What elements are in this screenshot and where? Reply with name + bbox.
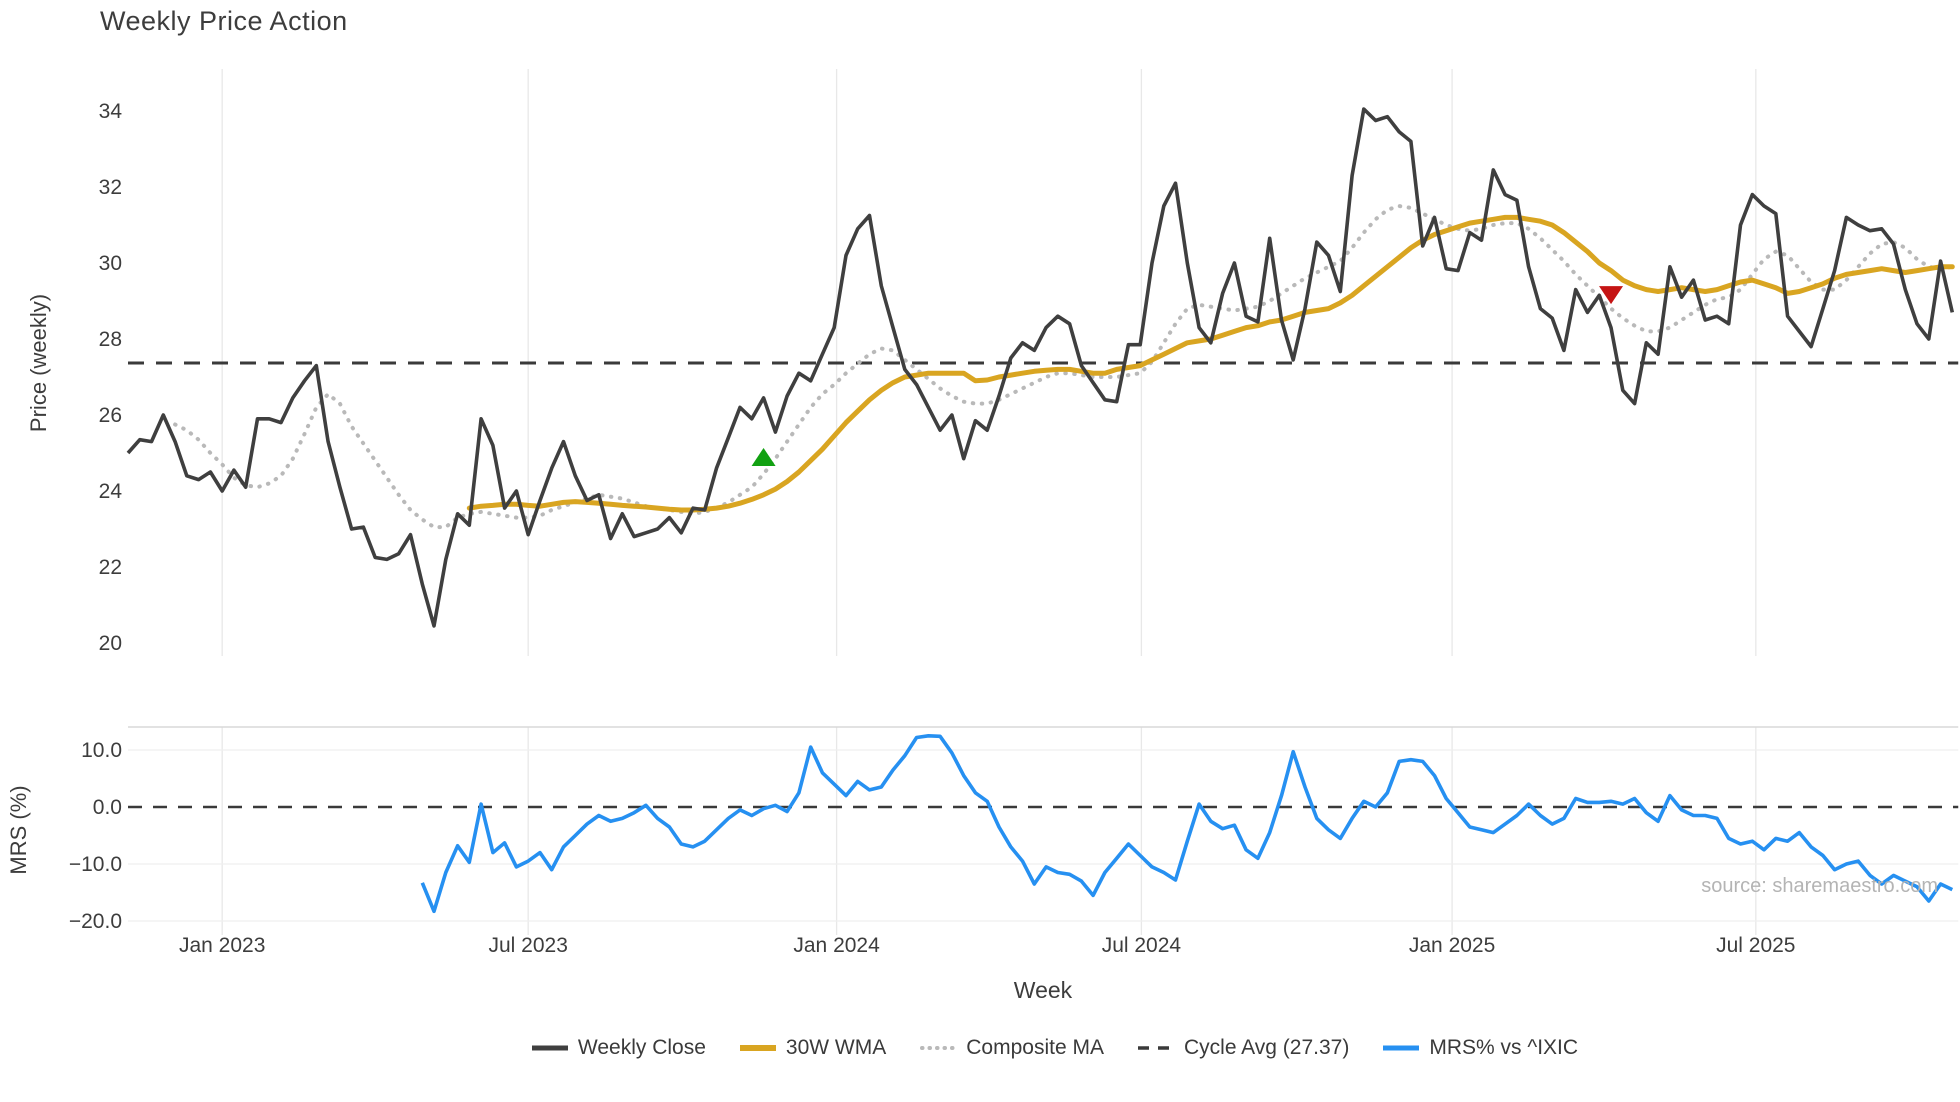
price-tick-label: 30 — [99, 252, 122, 275]
x-tick-label: Jan 2024 — [793, 934, 880, 957]
weekly-close-line-icon — [531, 1044, 568, 1052]
composite-ma-line — [173, 203, 1955, 530]
legend: Weekly Close 30W WMA Composite MA Cycle … — [0, 1036, 1960, 1060]
mrs-tick-label: −10.0 — [69, 853, 122, 876]
mrs-tick-label: −20.0 — [69, 910, 122, 933]
legend-item-composite-ma[interactable]: Composite MA — [920, 1036, 1104, 1060]
legend-label: Weekly Close — [577, 1036, 706, 1059]
x-tick-label: Jan 2023 — [179, 934, 265, 957]
x-tick-label: Jul 2025 — [1716, 934, 1795, 957]
price-tick-label: 20 — [99, 632, 122, 655]
composite-ma-line-icon — [920, 1044, 957, 1052]
legend-item-mrs[interactable]: MRS% vs ^IXIC — [1383, 1036, 1578, 1060]
mrs-axis-title: MRS (%) — [6, 785, 31, 874]
price-tick-label: 24 — [99, 480, 123, 503]
price-tick-label: 32 — [99, 176, 122, 199]
mrs-line — [420, 734, 1954, 914]
price-panel — [126, 107, 1959, 628]
mrs-panel — [128, 734, 1959, 914]
weekly-close-line — [126, 107, 1955, 628]
x-tick-label: Jan 2025 — [1409, 934, 1495, 957]
price-tick-label: 34 — [99, 100, 123, 123]
wma-line-icon — [739, 1044, 776, 1052]
price-axis-title: Price (weekly) — [26, 294, 51, 432]
mrs-line-icon — [1383, 1044, 1420, 1052]
x-tick-label: Jul 2024 — [1102, 934, 1182, 957]
sell-signal-marker — [1599, 286, 1624, 305]
legend-item-cycle-avg[interactable]: Cycle Avg (27.37) — [1137, 1036, 1350, 1060]
legend-item-weekly-close[interactable]: Weekly Close — [531, 1036, 706, 1060]
legend-label: Cycle Avg (27.37) — [1183, 1036, 1350, 1059]
legend-label: 30W WMA — [785, 1036, 887, 1059]
page-title: Weekly Price Action — [100, 6, 348, 36]
price-tick-label: 22 — [99, 556, 122, 579]
x-axis-title: Week — [1014, 977, 1073, 1003]
price-tick-label: 28 — [99, 328, 122, 351]
cycle-avg-line-icon — [1137, 1044, 1174, 1052]
mrs-tick-label: 10.0 — [81, 739, 122, 762]
legend-item-30w-wma[interactable]: 30W WMA — [739, 1036, 887, 1060]
legend-label: Composite MA — [966, 1036, 1104, 1059]
axis-tick-labels: Jan 2023 Jul 2023 Jan 2024 Jul 2024 Jan 2025… — [69, 100, 1796, 957]
mrs-tick-label: 0.0 — [93, 796, 122, 819]
buy-signal-marker — [751, 447, 776, 466]
x-tick-label: Jul 2023 — [488, 934, 567, 957]
price-tick-label: 26 — [99, 404, 122, 427]
source-watermark: source: sharemaestro.com — [1701, 875, 1938, 897]
legend-label: MRS% vs ^IXIC — [1429, 1036, 1579, 1059]
